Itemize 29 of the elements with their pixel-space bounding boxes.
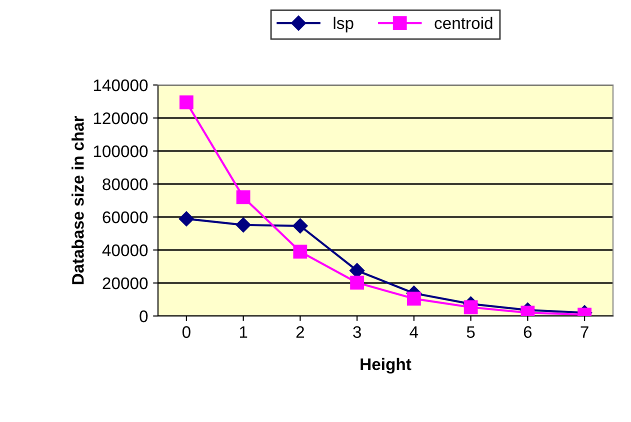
y-tick-label: 100000: [94, 145, 148, 158]
point: [292, 218, 308, 234]
x-tick-label: 0: [182, 326, 190, 338]
point: [406, 292, 421, 306]
point: [178, 211, 194, 226]
y-tick-label: 20000: [102, 277, 148, 290]
point: [179, 95, 194, 110]
point: [464, 300, 478, 314]
y-tick-label: 140000: [94, 79, 148, 92]
point: [236, 190, 250, 204]
y-tick-label: 40000: [102, 244, 148, 256]
y-tick-label: 120000: [94, 112, 148, 124]
x-tick-label: 2: [296, 326, 304, 338]
point: [293, 244, 308, 259]
x-tick-label: 5: [466, 326, 475, 338]
x-tick-label: 1: [240, 326, 248, 338]
x-tick-label: 3: [353, 326, 361, 338]
legend-label: lsp: [334, 16, 354, 32]
x-tick-label: 6: [524, 326, 532, 338]
x-tick-label: 7: [580, 326, 588, 338]
y-tick-label: 60000: [102, 211, 148, 224]
x-axis-title: Height: [360, 358, 412, 374]
point: [236, 217, 251, 232]
y-axis-title: Database size in char: [72, 116, 84, 284]
x-tick-label: 4: [410, 326, 418, 338]
y-tick-label: 0: [140, 310, 148, 322]
y-tick-label: 80000: [102, 178, 148, 190]
point: [350, 276, 364, 290]
legend-label: centroid: [434, 16, 492, 30]
